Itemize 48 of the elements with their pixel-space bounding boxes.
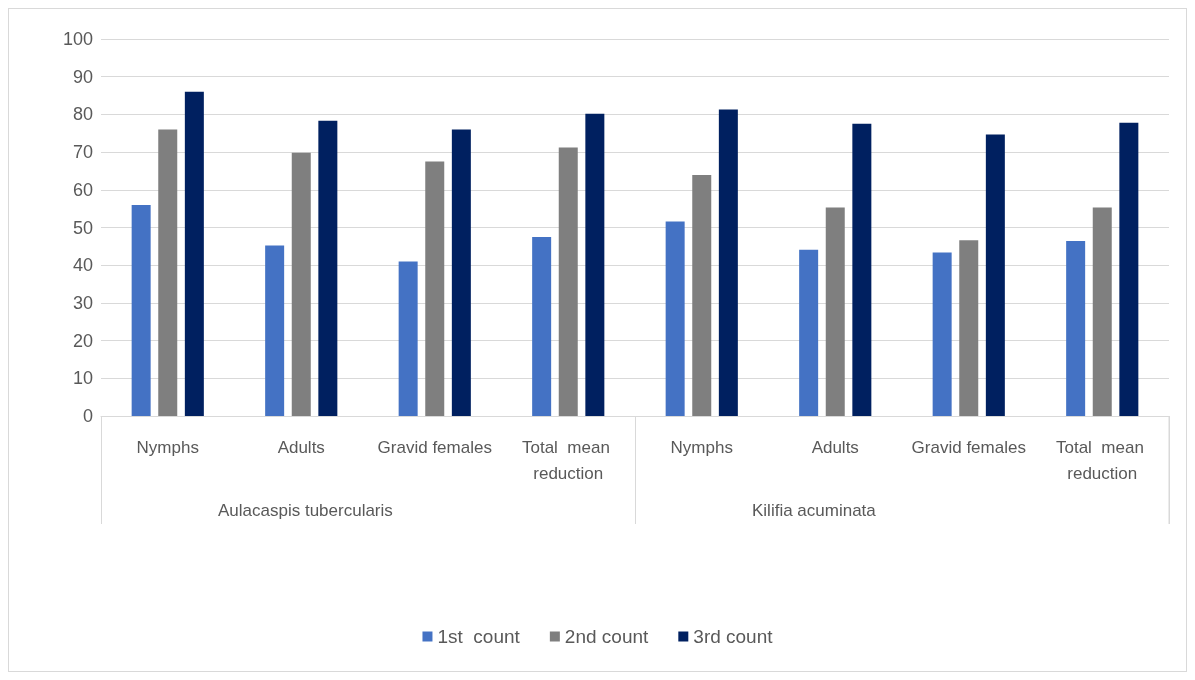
y-tick-label: 0 xyxy=(82,406,93,426)
bar xyxy=(318,120,338,416)
bar xyxy=(585,113,605,416)
legend-label: 1st count xyxy=(437,626,521,647)
bar xyxy=(692,175,712,416)
bar xyxy=(1092,207,1112,416)
x-tick-label: Total mean reduction xyxy=(1055,437,1149,483)
x-tick-label: Gravid females xyxy=(377,437,492,457)
bar xyxy=(532,236,552,416)
y-tick-label: 60 xyxy=(72,179,93,200)
y-tick-label: 50 xyxy=(72,217,93,238)
legend-label: 3rd count xyxy=(693,626,774,647)
bar xyxy=(131,204,151,416)
bar xyxy=(558,147,578,416)
y-tick-label: 100 xyxy=(62,29,93,49)
y-tick-label: 10 xyxy=(72,368,93,389)
text: Aulacaspis tubercularis xyxy=(218,501,393,520)
y-tick-label: 20 xyxy=(72,330,93,351)
bar xyxy=(718,109,738,416)
y-tick-label: 70 xyxy=(72,142,93,163)
bar xyxy=(1119,122,1139,416)
bar xyxy=(184,91,204,416)
bar xyxy=(1066,241,1086,416)
x-tick-label: Adults xyxy=(811,437,859,457)
bar xyxy=(265,245,285,416)
y-tick-label: 80 xyxy=(72,104,93,125)
bar xyxy=(291,152,311,416)
bar xyxy=(985,134,1005,416)
x-tick-label: Nymphs xyxy=(136,437,199,457)
bar xyxy=(398,261,418,416)
bar xyxy=(959,240,979,416)
bar xyxy=(451,129,471,416)
x-tick-label: Total mean reduction xyxy=(521,437,615,483)
bar xyxy=(799,249,819,416)
bar xyxy=(425,161,445,416)
x-tick-label: Nymphs xyxy=(670,437,733,457)
x-tick-label: Gravid females xyxy=(911,437,1026,457)
y-tick-label: 90 xyxy=(72,66,93,87)
bar xyxy=(158,129,178,416)
bar xyxy=(932,252,952,416)
text: Kilifia acuminata xyxy=(752,501,877,520)
x-tick-label: Adults xyxy=(277,437,325,457)
bar xyxy=(825,207,845,416)
bar xyxy=(665,221,685,416)
legend-label: 2nd count xyxy=(564,626,650,647)
bar xyxy=(852,123,872,416)
y-tick-label: 40 xyxy=(72,255,93,276)
y-tick-label: 30 xyxy=(72,292,93,313)
